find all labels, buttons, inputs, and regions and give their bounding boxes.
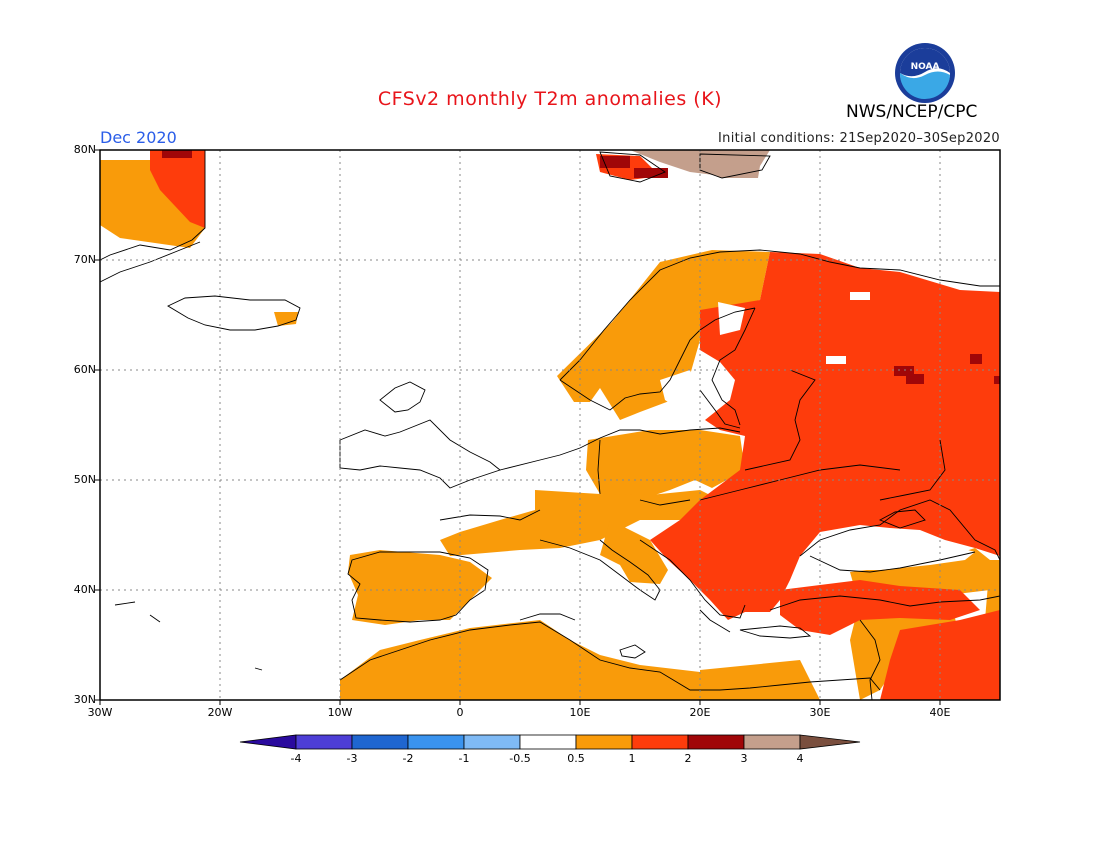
lat-label: 80N [73,143,96,156]
colorbar-label: -3 [346,752,358,765]
colorbar-label: 4 [796,752,804,765]
lon-label: 40E [929,706,951,719]
colorbar-cell [351,734,409,750]
lon-label: 10E [569,706,591,719]
colorbar-cell [239,734,297,750]
axis-ticks [95,149,941,705]
colorbar [239,734,861,750]
colorbar-cell [575,734,633,750]
coastlines [100,150,1000,700]
lon-label: 0 [456,706,464,719]
graticule [100,150,1000,700]
lat-label: 40N [73,583,96,596]
colorbar-cell [631,734,689,750]
colorbar-cell [519,734,577,750]
colorbar-cell [407,734,465,750]
noaa-logo: NOAA [895,43,955,103]
colorbar-label: -4 [290,752,302,765]
colorbar-label: 2 [684,752,692,765]
valid-month-label: Dec 2020 [100,128,177,147]
colorbar-label: -0.5 [509,752,531,765]
lon-label: 20E [689,706,711,719]
colorbar-label: -1 [458,752,470,765]
colorbar-label: 1 [628,752,636,765]
noaa-logo-text: NOAA [911,62,940,72]
colorbar-cell [687,734,745,750]
map-frame [99,149,1001,701]
anomaly-fill-1-2 [150,150,1000,700]
colorbar-label: -2 [402,752,414,765]
agency-label: NWS/NCEP/CPC [846,102,978,122]
lat-label: 30N [73,693,96,706]
colorbar-label: 3 [740,752,748,765]
colorbar-cell [295,734,353,750]
lat-label: 60N [73,363,96,376]
colorbar-cell [743,734,801,750]
colorbar-label: 0.5 [567,752,585,765]
initial-conditions-label: Initial conditions: 21Sep2020–30Sep2020 [718,131,1000,146]
lon-label: 30W [87,706,113,719]
chart-title: CFSv2 monthly T2m anomalies (K) [377,88,723,110]
lon-label: 10W [327,706,353,719]
anomaly-fill-2-3 [162,150,1000,384]
lon-label: 30E [809,706,831,719]
colorbar-cell [799,734,861,750]
lon-label: 20W [207,706,233,719]
lat-label: 70N [73,253,96,266]
colorbar-cell [463,734,521,750]
lat-label: 50N [73,473,96,486]
